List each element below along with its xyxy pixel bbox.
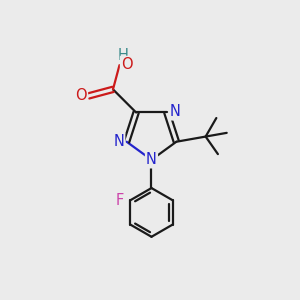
Text: N: N [146,152,157,167]
Text: H: H [118,48,128,63]
Text: N: N [169,104,180,119]
Text: O: O [75,88,87,104]
Text: F: F [116,193,124,208]
Text: N: N [113,134,124,148]
Text: O: O [121,57,133,72]
